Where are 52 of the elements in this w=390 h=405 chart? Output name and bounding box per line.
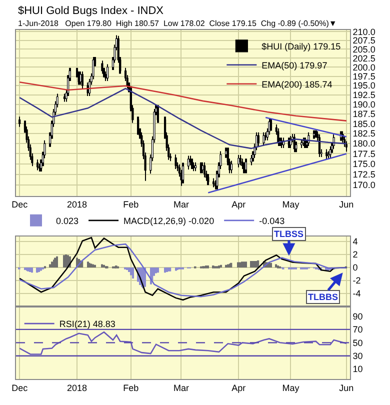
legend-label: $HUI (Daily) 179.15 xyxy=(262,41,341,52)
y-tick-label: 205.0 xyxy=(352,44,376,54)
x-tick-label: Feb xyxy=(123,200,139,210)
y-tick-label: 207.5 xyxy=(352,36,376,46)
annotation: TLBBS xyxy=(308,292,338,302)
x-tick-label: Mar xyxy=(173,200,189,210)
y-tick-label: 70 xyxy=(352,324,363,335)
y-tick-label: 182.5 xyxy=(352,128,376,139)
x-tick-label: 2018 xyxy=(67,200,88,210)
legend-label: 0.023 xyxy=(56,216,79,226)
y-tick-label: 170.0 xyxy=(352,180,376,190)
x-tick-label: 2018 xyxy=(67,382,88,393)
y-tick-label: 210.0 xyxy=(352,26,376,37)
x-tick-label: Apr xyxy=(232,382,246,393)
y-tick-label: 202.5 xyxy=(352,53,376,64)
legend-label: EMA(50) 179.97 xyxy=(262,60,328,70)
x-tick-label: May xyxy=(282,382,300,393)
y-tick-label: 195.0 xyxy=(352,80,376,91)
legend-label: RSI(21) 48.83 xyxy=(59,319,116,330)
legend-label: MACD(12,26,9) -0.020 xyxy=(124,216,214,226)
annotation: TLBSS xyxy=(274,229,304,239)
y-tick-label: 200.0 xyxy=(352,62,376,72)
chart-subtitle: 1-Jun-2018 Open 179.80 High 180.57 Low 178.02 Close 179.15 Chg -0.89 (-0.50%)▼ xyxy=(18,19,337,28)
y-tick-label: 190.0 xyxy=(352,100,376,110)
y-tick-label: 30 xyxy=(352,351,363,362)
y-tick-label: 90 xyxy=(352,311,363,322)
y-tick-label: -2 xyxy=(352,276,361,286)
x-tick-label: Mar xyxy=(173,382,189,393)
y-tick-label: 192.5 xyxy=(352,90,376,100)
legend-label: EMA(200) 185.74 xyxy=(262,79,332,90)
y-tick-label: 177.5 xyxy=(352,148,376,159)
y-tick-label: 175.0 xyxy=(352,159,376,170)
x-tick-label: Apr xyxy=(232,200,246,210)
x-tick-label: Dec xyxy=(12,200,28,210)
y-tick-label: 10 xyxy=(352,364,363,374)
y-tick-label: 172.5 xyxy=(352,170,376,180)
y-tick-label: 4 xyxy=(352,236,358,247)
x-tick-label: May xyxy=(282,200,300,210)
y-tick-label: 180.0 xyxy=(352,138,376,149)
y-tick-label: 185.0 xyxy=(352,118,376,129)
legend-label: -0.043 xyxy=(259,216,285,226)
x-tick-label: Dec xyxy=(12,382,28,393)
y-tick-label: 2 xyxy=(352,250,358,260)
x-tick-label: Feb xyxy=(123,382,139,393)
y-tick-label: 197.5 xyxy=(352,71,376,82)
chart-title: $HUI Gold Bugs Index - INDX xyxy=(18,5,164,17)
y-tick-label: -4 xyxy=(352,288,361,299)
y-tick-label: 0 xyxy=(352,262,358,273)
x-tick-label: Jun xyxy=(339,382,354,393)
y-tick-label: 50 xyxy=(352,338,363,348)
x-tick-label: Jun xyxy=(339,200,354,210)
y-tick-label: 187.5 xyxy=(352,109,376,120)
